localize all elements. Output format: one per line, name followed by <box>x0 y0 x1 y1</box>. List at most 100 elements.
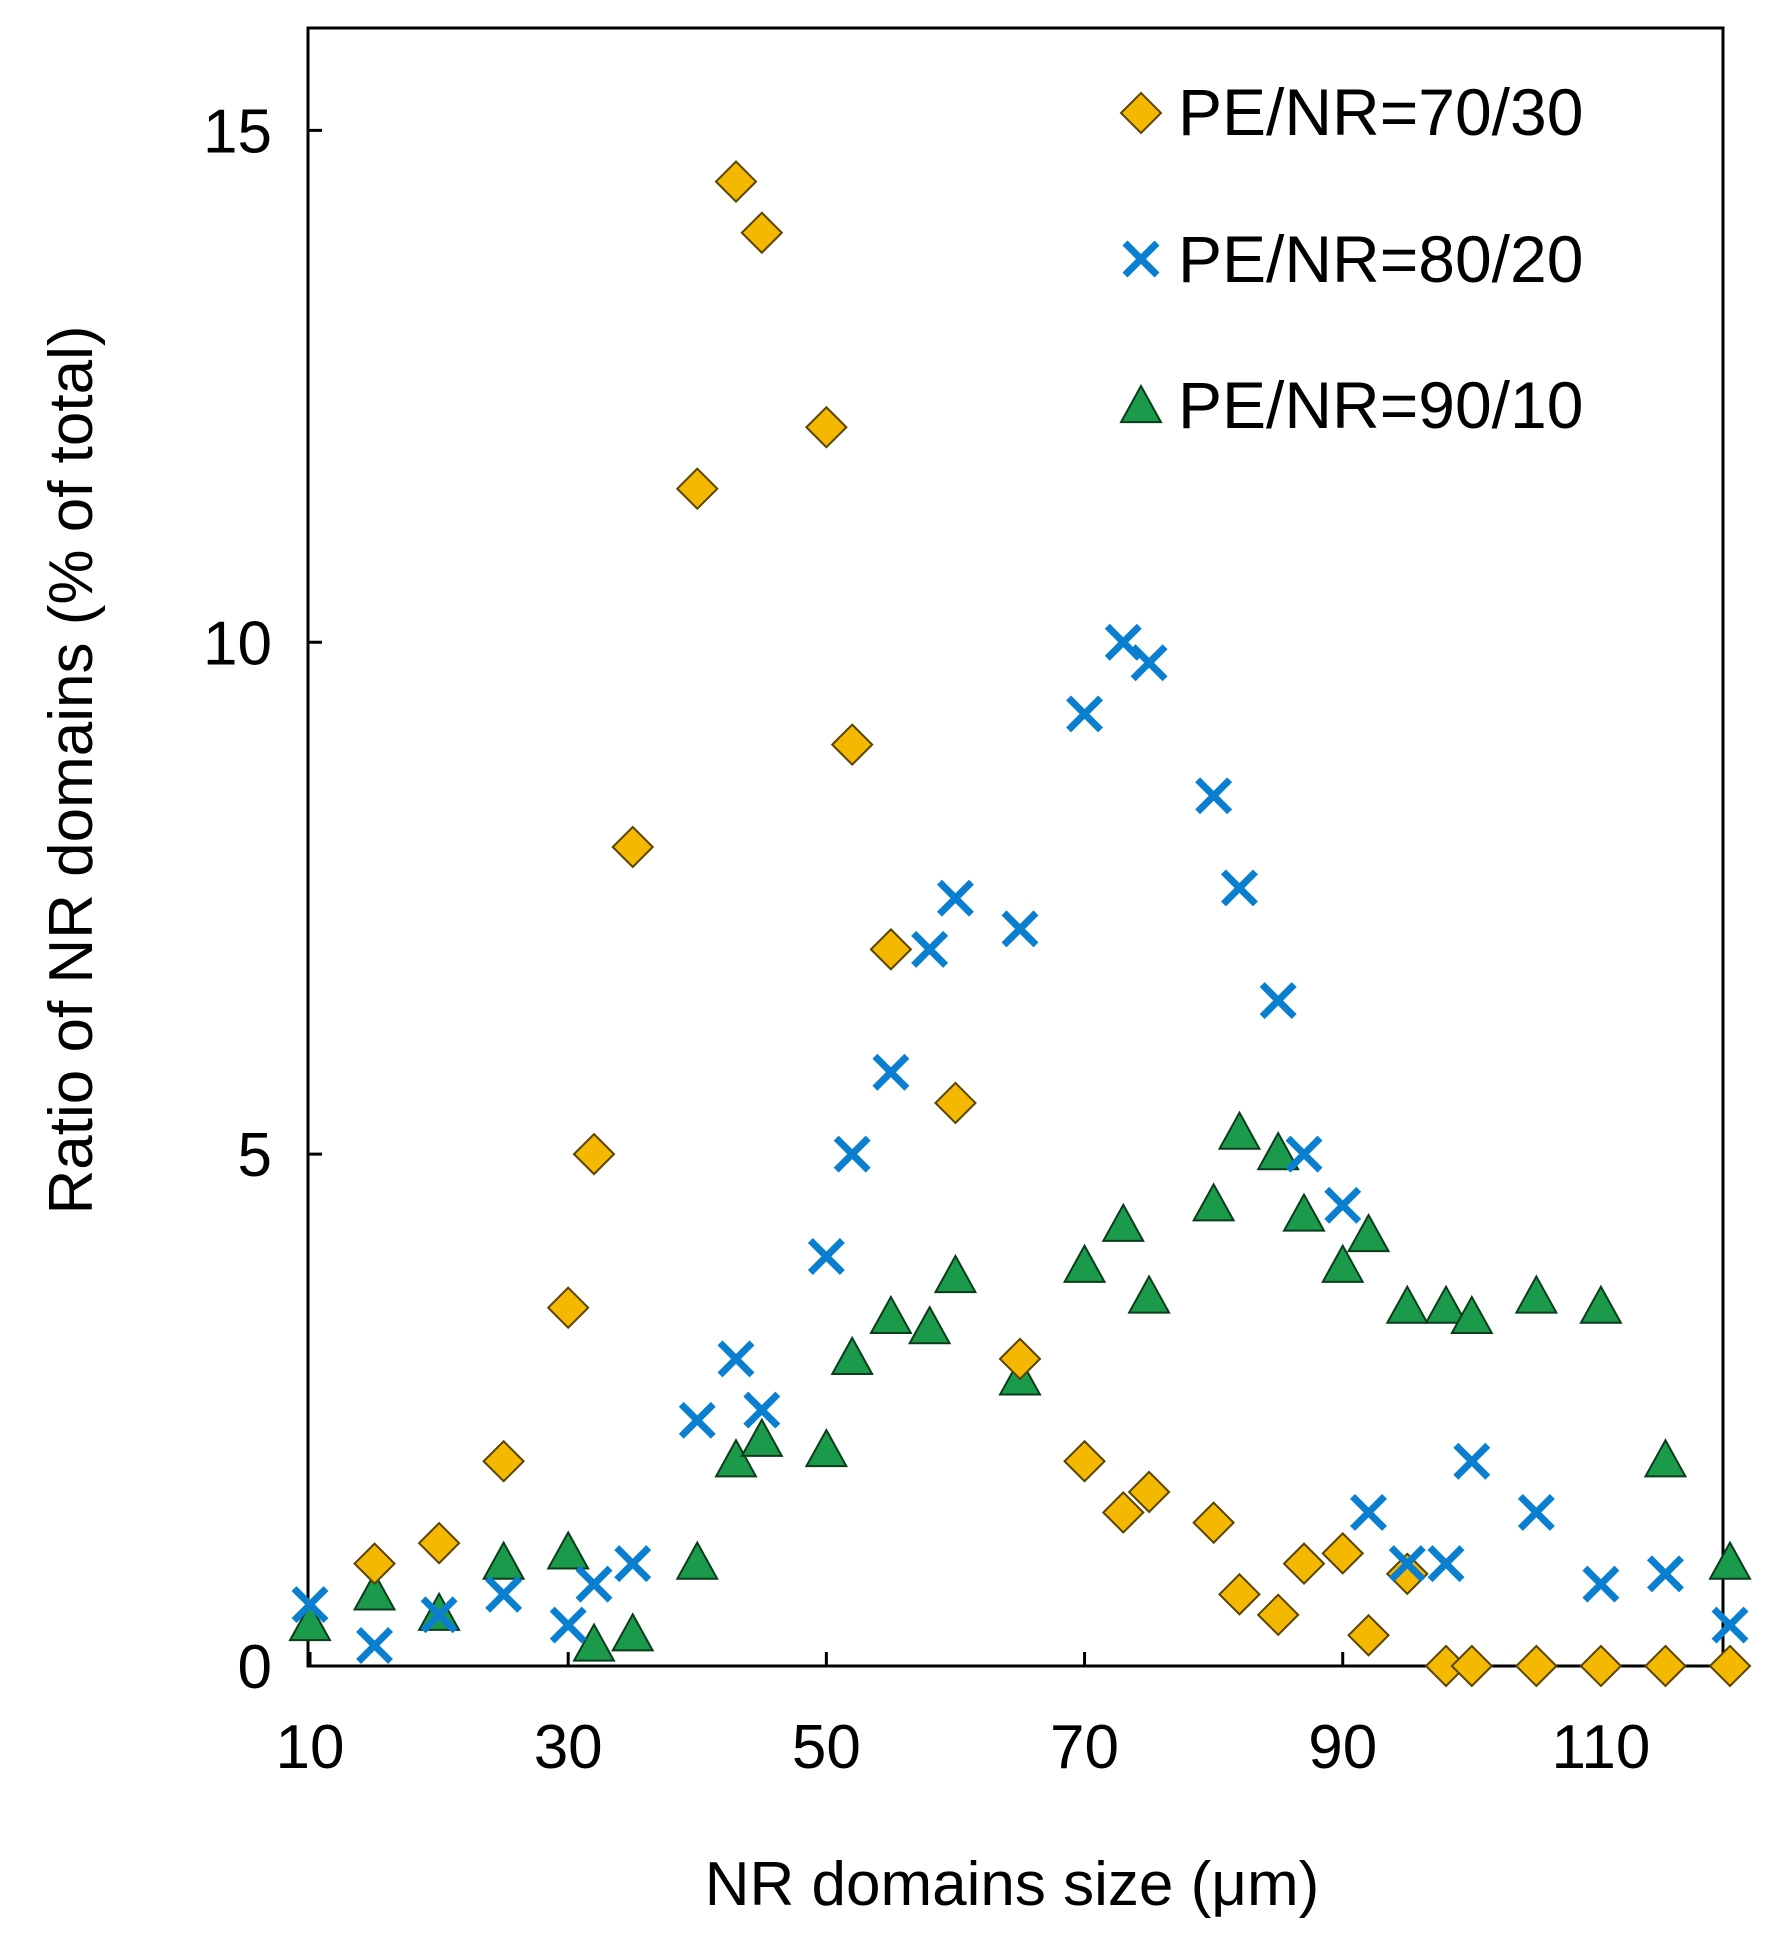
point-70-30 <box>1579 1644 1623 1688</box>
point-80-20 <box>717 1340 755 1378</box>
point-80-20 <box>614 1545 652 1583</box>
point-80-20 <box>872 1053 910 1091</box>
point-90-10 <box>288 1601 332 1642</box>
point-80-20 <box>1324 1186 1362 1224</box>
point-90-10 <box>804 1427 849 1468</box>
point-90-10 <box>1514 1274 1559 1314</box>
point-70-30 <box>869 927 913 971</box>
point-80-20 <box>1388 1545 1426 1583</box>
x-axis-ticks: 10 30 50 70 90 110 <box>276 1652 1650 1782</box>
point-80-20 <box>1711 1606 1749 1644</box>
point-80-20 <box>1582 1565 1620 1603</box>
x-tick-label: 70 <box>1050 1713 1119 1782</box>
point-90-10 <box>1256 1131 1300 1171</box>
point-70-30 <box>417 1521 461 1565</box>
point-80-20 <box>1517 1493 1555 1531</box>
point-90-10 <box>611 1612 655 1652</box>
point-70-30 <box>1450 1644 1494 1688</box>
point-70-30 <box>1256 1593 1300 1637</box>
point-70-30 <box>482 1439 526 1483</box>
point-90-10 <box>1346 1212 1391 1253</box>
point-70-30 <box>1127 1470 1171 1514</box>
point-90-10 <box>830 1335 874 1375</box>
point-90-10 <box>1321 1243 1365 1283</box>
point-70-30 <box>1321 1531 1365 1575</box>
point-70-30 <box>546 1286 590 1330</box>
x-tick-label: 90 <box>1308 1713 1377 1782</box>
point-80-20 <box>356 1627 394 1664</box>
point-70-30 <box>830 723 874 767</box>
point-80-20 <box>1001 910 1039 948</box>
x-tick-label: 110 <box>1551 1713 1650 1782</box>
point-80-20 <box>420 1596 458 1634</box>
point-70-30 <box>1192 1501 1236 1545</box>
point-80-20 <box>1066 695 1104 733</box>
point-90-10 <box>907 1305 952 1345</box>
point-80-20 <box>1195 777 1233 815</box>
point-70-30 <box>1347 1613 1390 1657</box>
y-tick-label: 10 <box>203 609 272 678</box>
y-tick-label: 15 <box>203 97 272 166</box>
point-70-30 <box>804 405 848 449</box>
point-80-20 <box>743 1391 781 1429</box>
legend-item-90-10: PE/NR=90/10 <box>1119 368 1583 442</box>
point-90-10 <box>1127 1274 1171 1314</box>
point-70-30 <box>998 1337 1042 1381</box>
point-80-20 <box>549 1606 587 1644</box>
x-tick-label: 50 <box>792 1713 861 1782</box>
data-markers <box>288 160 1752 1688</box>
point-80-20 <box>1220 869 1258 907</box>
point-90-10 <box>1191 1182 1236 1222</box>
legend-label-80-20: PE/NR=80/20 <box>1178 222 1583 296</box>
point-70-30 <box>740 211 784 255</box>
y-tick-label: 0 <box>238 1633 272 1702</box>
legend-marker-diamond <box>1119 91 1163 135</box>
point-70-30 <box>714 160 758 203</box>
y-axis-ticks: 0 5 10 15 <box>203 97 322 1702</box>
point-90-10 <box>546 1530 590 1570</box>
point-90-10 <box>1450 1294 1494 1335</box>
point-80-20 <box>1259 982 1297 1020</box>
point-80-20 <box>1427 1545 1465 1583</box>
x-tick-label: 30 <box>534 1713 603 1782</box>
plot-frame <box>306 26 1725 1668</box>
point-90-10 <box>1385 1284 1429 1324</box>
point-70-30 <box>675 467 719 511</box>
point-90-10 <box>1101 1202 1145 1242</box>
point-80-20 <box>1350 1493 1388 1531</box>
point-70-30 <box>1101 1491 1145 1534</box>
point-90-10 <box>1708 1540 1752 1580</box>
point-90-10 <box>352 1571 397 1611</box>
point-90-10 <box>675 1540 719 1580</box>
point-90-10 <box>1282 1192 1326 1232</box>
point-80-20 <box>833 1135 871 1173</box>
point-70-30 <box>572 1132 616 1176</box>
point-70-30 <box>1218 1572 1261 1616</box>
point-80-20 <box>911 930 949 968</box>
x-axis-title: NR domains size (μm) <box>705 1850 1320 1919</box>
point-80-20 <box>936 879 974 917</box>
x-tick-label: 10 <box>276 1713 345 1782</box>
point-80-20 <box>485 1575 523 1613</box>
point-80-20 <box>1104 623 1142 661</box>
point-90-10 <box>572 1622 616 1662</box>
point-90-10 <box>1643 1438 1688 1478</box>
point-70-30 <box>1282 1542 1326 1586</box>
point-90-10 <box>481 1540 526 1580</box>
point-70-30 <box>1385 1552 1429 1596</box>
point-90-10 <box>714 1438 758 1478</box>
point-80-20 <box>1130 644 1168 682</box>
point-80-20 <box>575 1565 613 1603</box>
y-tick-label: 5 <box>238 1121 272 1190</box>
point-90-10 <box>740 1417 784 1457</box>
point-70-30 <box>1644 1644 1687 1688</box>
point-70-30 <box>934 1081 977 1125</box>
y-axis-title: Ratio of NR domains (% of total) <box>37 325 106 1214</box>
point-70-30 <box>1063 1439 1106 1483</box>
point-70-30 <box>611 825 655 869</box>
point-80-20 <box>291 1586 329 1624</box>
point-80-20 <box>678 1401 716 1439</box>
legend: PE/NR=70/30 PE/NR=80/20 PE/NR=90/10 <box>1119 75 1583 442</box>
